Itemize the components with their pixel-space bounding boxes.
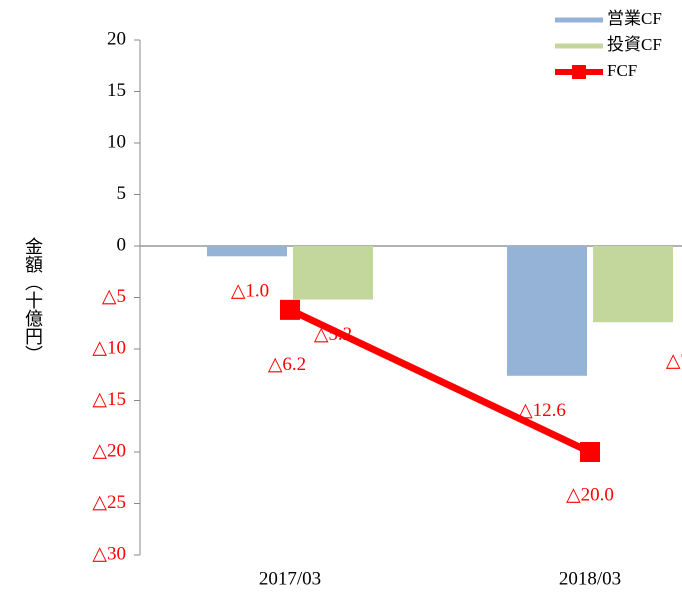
y-tick-label: 10 xyxy=(107,131,126,152)
line xyxy=(288,306,592,456)
data-label: △12.6 xyxy=(518,400,566,421)
y-tick-label: 15 xyxy=(107,80,126,101)
bar xyxy=(293,246,373,300)
y-tick-label: 0 xyxy=(117,234,127,255)
data-label: △20.0 xyxy=(566,484,614,505)
legend-label: 投資CF xyxy=(607,35,662,54)
y-axis-label: 金額（十億円） xyxy=(22,237,43,363)
bar xyxy=(207,246,287,257)
legend-label: 営業CF xyxy=(607,9,662,28)
y-tick-label: △5 xyxy=(102,286,126,307)
y-tick-label: △10 xyxy=(92,337,126,358)
marker xyxy=(580,442,600,462)
y-tick-label: 5 xyxy=(117,183,127,204)
x-tick-label: 2018/03 xyxy=(559,568,621,589)
y-tick-label: 20 xyxy=(107,28,126,49)
y-tick-label: △25 xyxy=(92,492,126,513)
legend-marker xyxy=(572,65,586,79)
data-label: △5.2 xyxy=(314,324,352,345)
marker xyxy=(280,299,300,320)
bar xyxy=(507,246,587,376)
y-tick-label: △20 xyxy=(92,440,126,461)
y-tick-label: △30 xyxy=(92,543,126,564)
y-tick-label: △15 xyxy=(92,389,126,410)
data-label: △1.0 xyxy=(231,281,269,302)
data-label: △7.4 xyxy=(666,351,682,372)
x-tick-label: 2017/03 xyxy=(259,568,321,589)
legend-label: FCF xyxy=(607,61,637,80)
bar xyxy=(593,246,673,323)
data-label: △6.2 xyxy=(268,354,306,375)
